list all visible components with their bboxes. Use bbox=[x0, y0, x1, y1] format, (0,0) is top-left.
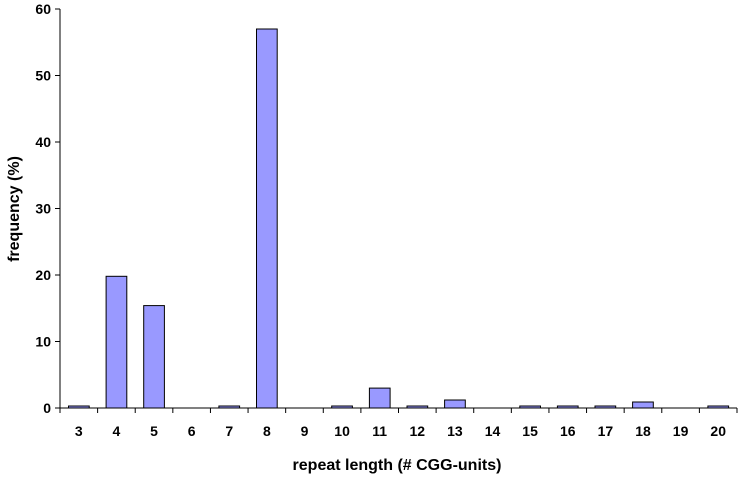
x-tick-label: 17 bbox=[598, 423, 614, 439]
x-tick-label: 3 bbox=[75, 423, 83, 439]
x-tick-label: 14 bbox=[485, 423, 501, 439]
x-tick-label: 20 bbox=[710, 423, 726, 439]
bar-5 bbox=[143, 305, 165, 409]
x-tick-label: 6 bbox=[188, 423, 196, 439]
x-axis-title: repeat length (# CGG-units) bbox=[293, 457, 502, 474]
y-tick-label: 40 bbox=[35, 134, 51, 150]
x-tick-label: 19 bbox=[673, 423, 689, 439]
x-tick-label: 16 bbox=[560, 423, 576, 439]
y-tick-label: 20 bbox=[35, 267, 51, 283]
y-tick-label: 30 bbox=[35, 201, 51, 217]
y-axis-title: frequency (%) bbox=[6, 156, 23, 262]
bar-11 bbox=[368, 387, 391, 409]
y-axis-ticks: 0 10 20 30 40 50 60 bbox=[35, 1, 60, 416]
y-tick-label: 60 bbox=[35, 1, 51, 17]
bars-group bbox=[68, 28, 730, 409]
x-tick-label: 18 bbox=[635, 423, 651, 439]
x-tick-label: 12 bbox=[410, 423, 426, 439]
x-tick-label: 11 bbox=[372, 423, 387, 439]
y-tick-label: 50 bbox=[35, 68, 51, 84]
x-tick-label: 7 bbox=[225, 423, 233, 439]
x-tick-label: 5 bbox=[150, 423, 158, 439]
bar-8 bbox=[256, 28, 278, 409]
x-axis-ticks: 3 4 5 6 7 8 9 10 11 12 13 14 15 16 17 18 19 20 bbox=[59, 408, 738, 439]
x-tick-label: 15 bbox=[522, 423, 538, 439]
y-tick-label: 0 bbox=[43, 400, 51, 416]
bar-18 bbox=[632, 401, 654, 409]
bar-13 bbox=[444, 399, 466, 409]
bar-4 bbox=[105, 275, 128, 409]
y-tick-label: 10 bbox=[35, 334, 51, 350]
x-tick-label: 9 bbox=[301, 423, 309, 439]
x-tick-label: 13 bbox=[447, 423, 463, 439]
x-tick-label: 10 bbox=[334, 423, 350, 439]
x-tick-label: 8 bbox=[263, 423, 271, 439]
x-tick-label: 4 bbox=[113, 423, 121, 439]
